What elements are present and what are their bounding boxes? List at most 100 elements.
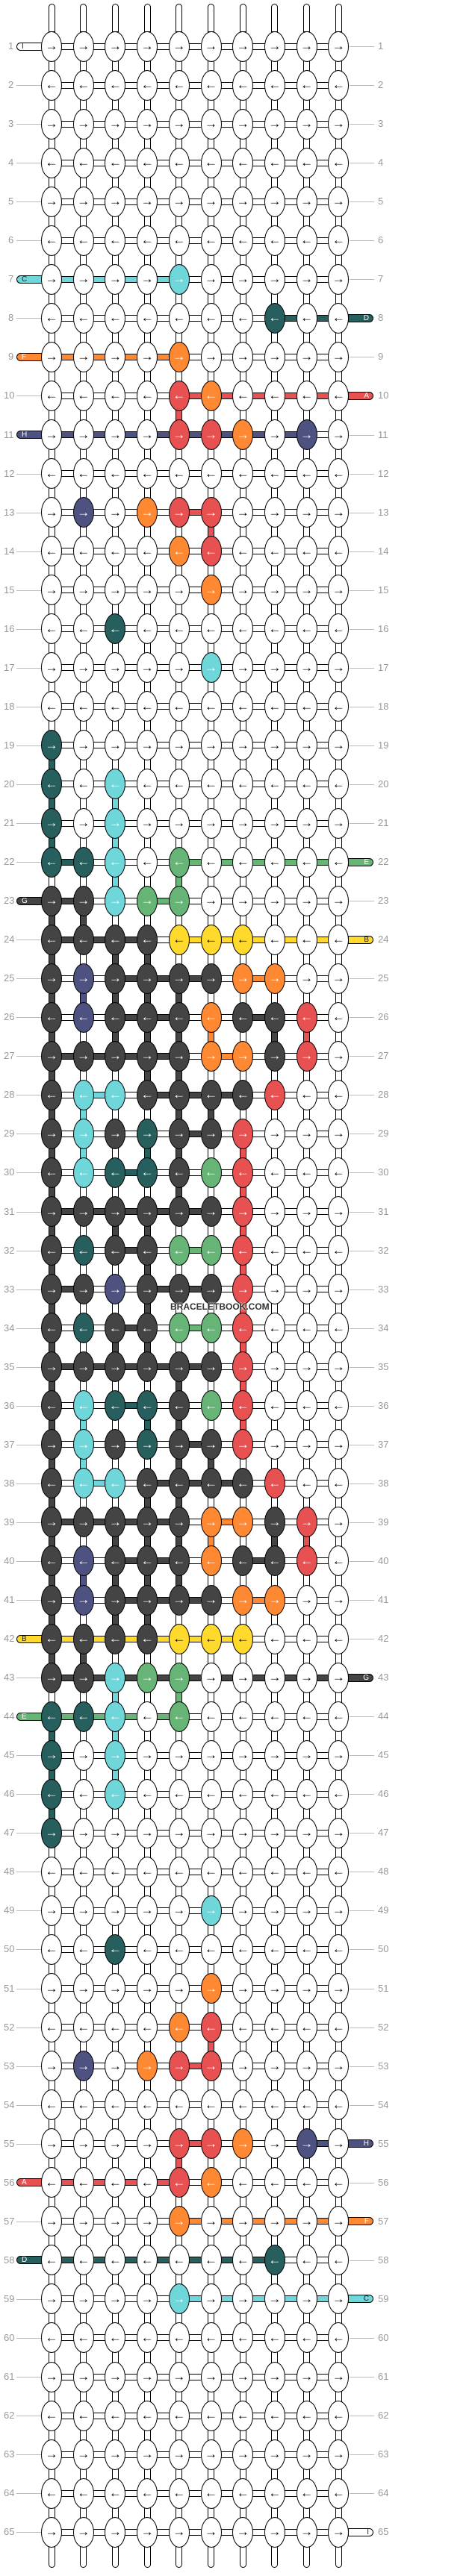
vertical-thread xyxy=(208,2234,214,2247)
vertical-thread xyxy=(48,564,55,577)
vertical-thread xyxy=(143,875,151,888)
row-number-left: 5 xyxy=(8,196,14,207)
arrow-left-icon: ← xyxy=(45,1475,58,1490)
knot: ← xyxy=(296,1778,317,1810)
arrow-right-icon: → xyxy=(236,1437,249,1451)
arrow-right-icon: → xyxy=(268,1981,282,1995)
vertical-thread xyxy=(176,2040,183,2053)
horizontal-thread xyxy=(220,353,234,360)
horizontal-thread xyxy=(252,2412,265,2419)
horizontal-thread xyxy=(61,1052,74,1060)
knot: ← xyxy=(105,2477,126,2509)
row-guide-line xyxy=(350,1289,374,1290)
knot: → xyxy=(168,2361,190,2392)
knot: → xyxy=(232,1118,254,1149)
row-number-left: 32 xyxy=(4,1244,15,1256)
arrow-left-icon: ← xyxy=(108,543,122,558)
vertical-thread xyxy=(48,1730,55,1742)
knot: → xyxy=(105,1040,126,1072)
arrow-right-icon: → xyxy=(300,582,314,597)
arrow-left-icon: ← xyxy=(173,1165,186,1180)
row-guide-line xyxy=(16,2066,41,2067)
vertical-thread xyxy=(176,1380,183,1392)
arrow-right-icon: → xyxy=(77,349,90,364)
vertical-thread xyxy=(303,1574,311,1586)
row-number-left: 47 xyxy=(4,1827,15,1839)
arrow-right-icon: → xyxy=(173,737,186,752)
horizontal-thread xyxy=(157,431,170,438)
arrow-left-icon: ← xyxy=(300,466,314,481)
arrow-right-icon: → xyxy=(173,1748,186,1763)
vertical-thread xyxy=(143,331,151,344)
arrow-right-icon: → xyxy=(268,272,282,287)
vertical-thread xyxy=(208,1574,214,1586)
knot: → xyxy=(72,1662,94,1693)
vertical-thread xyxy=(143,487,151,499)
arrow-right-icon: → xyxy=(205,1670,217,1685)
knot: → xyxy=(72,1973,94,2004)
knot: → xyxy=(296,108,317,140)
row-guide-line xyxy=(16,2143,41,2145)
arrow-left-icon: ← xyxy=(268,155,282,170)
knot: → xyxy=(168,1817,190,1848)
vertical-thread xyxy=(80,60,87,72)
horizontal-thread xyxy=(252,2218,265,2225)
knot: → xyxy=(105,2283,126,2315)
vertical-thread xyxy=(208,1652,214,1665)
arrow-right-icon: → xyxy=(140,1748,154,1763)
horizontal-thread xyxy=(157,2218,170,2225)
horizontal-thread xyxy=(61,43,74,50)
arrow-right-icon: → xyxy=(108,1748,122,1763)
arrow-left-icon: ← xyxy=(140,2175,154,2189)
horizontal-thread xyxy=(93,275,106,283)
knot: ← xyxy=(200,1545,222,1577)
horizontal-thread xyxy=(157,2140,170,2148)
arrow-left-icon: ← xyxy=(236,621,249,636)
vertical-thread xyxy=(303,215,311,228)
horizontal-thread xyxy=(316,1325,329,1332)
knot: → xyxy=(232,263,254,295)
vertical-thread xyxy=(143,1535,151,1548)
horizontal-thread xyxy=(252,43,265,50)
knot: ← xyxy=(328,924,350,955)
horizontal-thread xyxy=(220,2528,234,2536)
arrow-right-icon: → xyxy=(332,1981,345,1995)
vertical-thread xyxy=(303,1108,311,1121)
knot: → xyxy=(264,2361,285,2392)
arrow-left-icon: ← xyxy=(268,1553,282,1568)
knot: ← xyxy=(232,924,254,955)
vertical-thread xyxy=(111,99,119,111)
knot: ← xyxy=(232,1933,254,1965)
knot: ← xyxy=(72,1701,94,1732)
arrow-right-icon: → xyxy=(45,427,58,442)
knot: → xyxy=(41,419,62,450)
horizontal-thread xyxy=(61,742,74,749)
knot: → xyxy=(232,1040,254,1072)
arrow-right-icon: → xyxy=(205,1981,217,1995)
row-number-left: 62 xyxy=(4,2410,15,2422)
knot: ← xyxy=(168,1157,190,1188)
knot: ← xyxy=(264,1390,285,1422)
horizontal-thread xyxy=(93,2412,106,2419)
knot: ← xyxy=(296,1623,317,1654)
arrow-right-icon: → xyxy=(236,504,249,519)
vertical-thread xyxy=(239,1652,246,1665)
horizontal-thread xyxy=(220,2412,234,2419)
knot: ← xyxy=(137,1157,158,1188)
arrow-left-icon: ← xyxy=(332,78,345,93)
horizontal-thread xyxy=(316,587,329,594)
vertical-thread xyxy=(239,719,246,732)
vertical-thread xyxy=(208,1457,214,1470)
horizontal-thread xyxy=(93,1519,106,1526)
arrow-right-icon: → xyxy=(77,893,90,908)
knot: → xyxy=(296,1584,317,1616)
row-number-right: 62 xyxy=(378,2410,389,2422)
knot: → xyxy=(168,963,190,994)
knot: → xyxy=(264,575,285,606)
arrow-left-icon: ← xyxy=(205,78,217,93)
horizontal-thread xyxy=(188,2218,202,2225)
knot: → xyxy=(200,1351,222,1383)
horizontal-thread xyxy=(252,1052,265,1060)
knot: → xyxy=(72,2128,94,2160)
knot: → xyxy=(105,2361,126,2392)
